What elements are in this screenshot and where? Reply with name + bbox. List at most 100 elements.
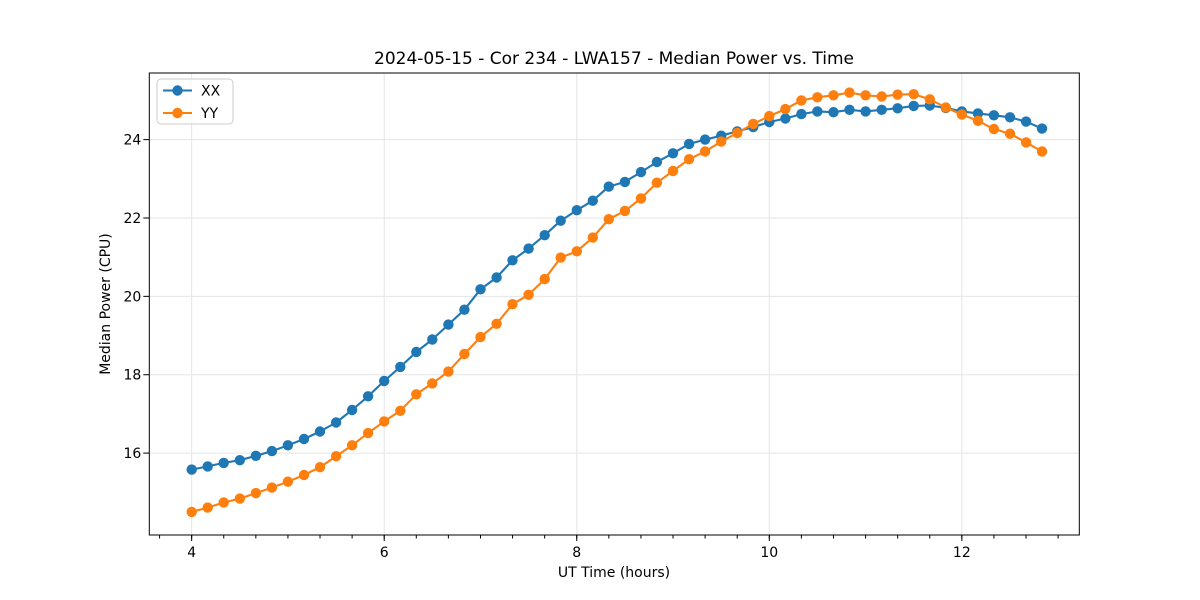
series-yy-marker [379,416,390,427]
series-xx-marker [812,106,823,117]
series-yy-marker [956,109,967,120]
series-yy-marker [699,146,711,157]
series-yy-marker [491,318,502,329]
series-xx-marker [651,156,663,168]
series-xx-marker [571,205,582,216]
series-yy-marker [523,289,534,300]
series-yy-marker [667,165,679,177]
series-xx-marker [427,334,438,345]
x-tick-label: 8 [572,545,581,561]
series-yy-marker [924,94,935,105]
series-yy-marker [732,127,743,139]
series-xx-marker [218,457,229,469]
series-xx-marker [362,391,374,402]
x-tick-label: 10 [760,545,778,561]
series-xx-marker [988,110,1000,121]
series-yy-marker [908,89,919,100]
series-xx-marker [908,100,919,112]
series-yy-marker [651,177,663,188]
grid-lines [149,73,1080,535]
series-xx-marker [1036,123,1048,134]
series-yy-marker [796,95,807,106]
series-yy-marker [892,89,903,100]
series-yy-marker [988,123,1000,135]
series-xx-marker [411,346,422,358]
series-yy-marker [555,252,566,263]
series-xx-marker [234,455,245,466]
legend-marker-yy [172,107,183,119]
legend-marker-xx [172,85,183,96]
series-yy-marker [716,136,727,147]
series-xx-marker [1020,116,1032,127]
series-xx-marker [539,230,550,241]
series-yy-marker [587,232,598,243]
series-yy-marker [780,103,791,115]
series-yy-marker [683,154,695,165]
series-xx-line [190,104,1044,471]
series-yy-marker [459,348,470,360]
series-xx-marker [699,134,711,145]
series-xx-marker [491,272,502,283]
series-yy-marker [940,102,951,113]
x-tick-label: 6 [380,545,389,561]
series-yy-marker [876,91,887,102]
series-yy-line [190,91,1044,513]
series-xx-marker [282,440,294,451]
series-yy-marker [844,87,855,98]
chart-title: 2024-05-15 - Cor 234 - LWA157 - Median P… [374,49,854,69]
series-xx-marker [876,104,887,116]
series-yy-marker [1036,146,1048,157]
data-series [186,87,1048,518]
series-xx-marker [186,464,197,475]
series-yy-marker [828,90,839,101]
series-xx-marker [796,108,807,120]
series-xx-marker [266,445,278,457]
series-xx-marker [555,215,566,226]
y-axis-label: Median Power (CPU) [98,233,114,375]
series-xx-marker [828,107,839,118]
series-xx-marker [250,450,262,461]
series-xx-marker [298,433,310,445]
axes: 4 6 8 10 12 16 18 20 22 24 [123,72,1080,561]
series-xx-marker [844,104,855,116]
series-xx-marker [780,113,791,124]
series-xx-marker [475,284,486,295]
series-yy-marker [1004,128,1016,139]
series-yy-marker [186,506,197,518]
series-yy-marker [475,331,486,343]
y-tick-label: 20 [123,289,141,305]
y-tick-label: 16 [123,446,141,462]
series-yy-marker [443,366,454,377]
y-tick-label: 18 [123,368,141,384]
series-yy-marker [395,405,406,416]
series-yy-marker [635,193,647,204]
series-yy-marker [812,92,823,103]
series-xx-marker [635,166,647,178]
series-xx-marker [395,361,406,373]
series-yy-marker [1020,137,1032,148]
legend-label-xx: XX [201,84,221,100]
series-yy-marker [362,427,374,439]
series-yy-marker [330,451,342,462]
series-yy-marker [571,246,582,257]
x-axis-label: UT Time (hours) [558,565,670,581]
series-yy-marker [860,90,871,101]
series-xx-marker [330,417,342,428]
series-yy-marker [234,493,245,504]
series-xx-marker [587,195,598,206]
legend: XX YY [156,78,234,125]
series-xx-marker [507,255,518,266]
series-yy-marker [539,273,550,285]
series-xx-marker [459,304,470,315]
series-xx-marker [683,138,695,150]
series-xx-marker [346,404,358,416]
series-xx-marker [314,426,326,437]
series-yy-marker [507,299,518,310]
series-xx-marker [1004,112,1016,123]
series-xx-marker [443,319,454,330]
series-xx-marker [619,176,631,188]
series-xx-marker [202,461,213,472]
series-yy-marker [764,110,775,122]
series-xx-marker [860,106,871,117]
